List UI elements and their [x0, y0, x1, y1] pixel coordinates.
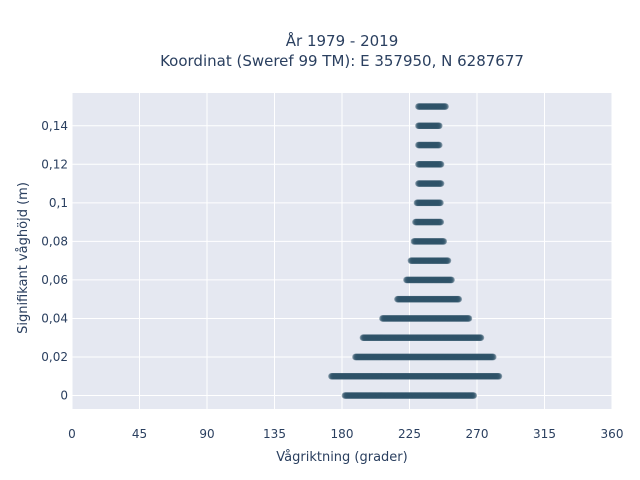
- y-axis-ticks: 0 0,02 0,04 0,06 0,08 0,1 0,12 0,14: [41, 119, 68, 403]
- x-tick-label: 360: [601, 427, 624, 441]
- x-tick-label: 225: [398, 427, 421, 441]
- y-tick-label: 0,04: [41, 311, 68, 325]
- data-point: [435, 141, 443, 149]
- x-tick-label: 315: [533, 427, 556, 441]
- x-tick-label: 90: [199, 427, 214, 441]
- chart-subtitle: Koordinat (Sweref 99 TM): E 357950, N 62…: [160, 52, 524, 70]
- data-point: [470, 392, 478, 399]
- x-axis-ticks: 0 45 90 135 180 225 270 315 360: [68, 427, 623, 441]
- data-point: [448, 276, 455, 284]
- y-tick-label: 0,1: [49, 196, 68, 210]
- data-point: [437, 199, 444, 207]
- data-point: [442, 103, 449, 110]
- y-tick-label: 0,14: [41, 119, 68, 133]
- data-point: [444, 257, 452, 264]
- data-point: [489, 353, 497, 361]
- y-tick-label: 0: [60, 389, 68, 403]
- data-point: [435, 122, 443, 130]
- y-axis-title: Signifikant våghöjd (m): [16, 182, 31, 334]
- y-tick-label: 0,06: [41, 273, 68, 287]
- data-point: [437, 160, 445, 168]
- data-point: [465, 315, 473, 322]
- x-tick-label: 0: [68, 427, 76, 441]
- data-point: [437, 180, 445, 187]
- x-tick-label: 270: [466, 427, 489, 441]
- data-point: [437, 218, 445, 226]
- y-tick-label: 0,02: [41, 350, 68, 364]
- data-point: [495, 372, 503, 380]
- x-tick-label: 180: [331, 427, 354, 441]
- data-point: [455, 295, 463, 303]
- y-tick-label: 0,12: [41, 157, 68, 171]
- data-points: [328, 103, 503, 399]
- x-tick-label: 45: [132, 427, 147, 441]
- x-tick-label: 135: [263, 427, 286, 441]
- y-tick-label: 0,08: [41, 234, 68, 248]
- chart-title: År 1979 - 2019: [286, 31, 399, 50]
- data-point: [477, 334, 485, 342]
- x-axis-title: Vågriktning (grader): [276, 450, 407, 465]
- data-point: [440, 238, 448, 245]
